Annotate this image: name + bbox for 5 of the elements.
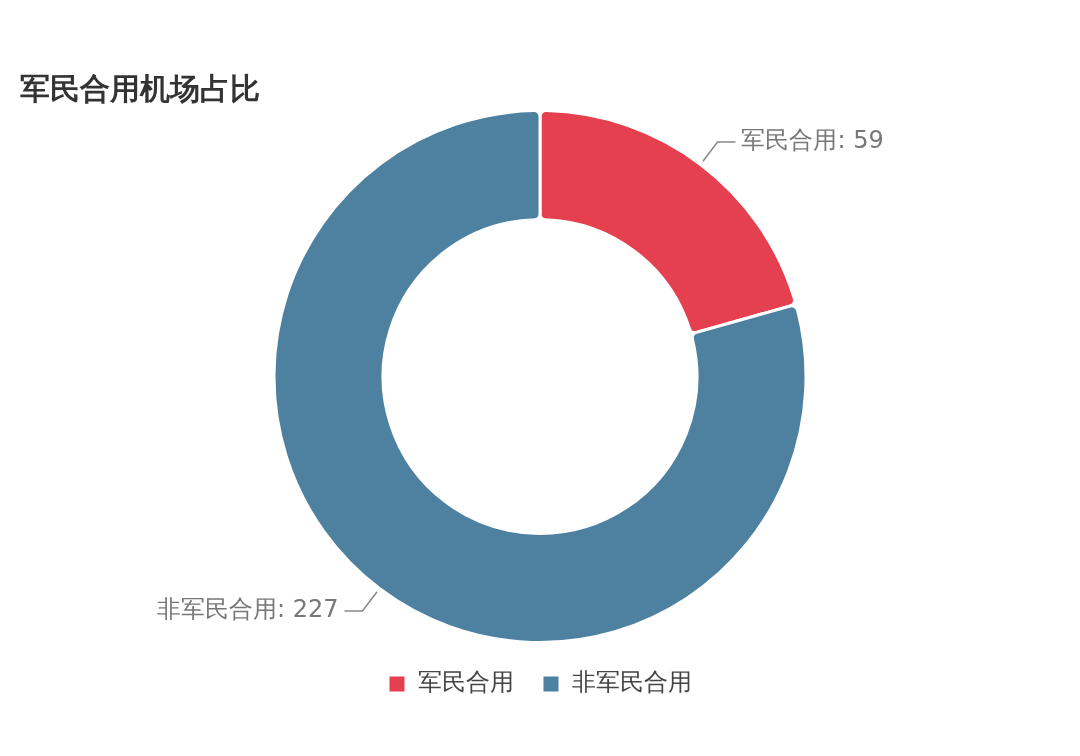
legend-label: 非军民合用 xyxy=(572,668,692,697)
data-label: 军民合用: 59 xyxy=(741,126,884,155)
chart-title: 军民合用机场占比 xyxy=(20,70,260,106)
data-label: 非军民合用: 227 xyxy=(156,595,339,624)
legend-label: 军民合用 xyxy=(418,668,514,697)
